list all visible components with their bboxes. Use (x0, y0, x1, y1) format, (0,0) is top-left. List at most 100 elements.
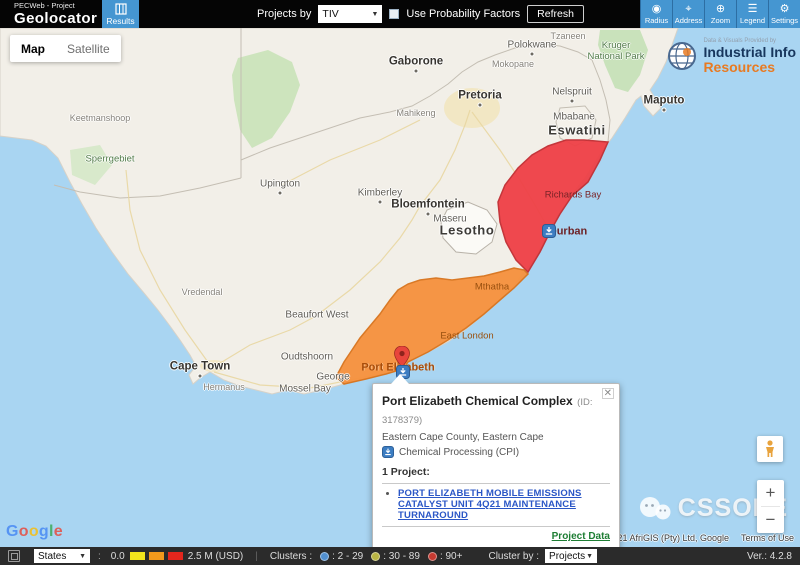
roads (125, 109, 549, 389)
map-attribution: Map data ©2021 AfriGIS (Pty) Ltd, Google… (561, 533, 794, 543)
legend-button[interactable]: ☰ Legend (736, 0, 768, 28)
map-type-satellite[interactable]: Satellite (67, 41, 110, 56)
brand-line1: PECWeb - Project (14, 1, 75, 11)
address-button-label: Address (674, 15, 703, 25)
city-dot (277, 190, 283, 196)
city-dot (477, 102, 483, 108)
results-button[interactable]: Results (102, 0, 139, 28)
urban-area (444, 88, 500, 128)
zoom-in-button[interactable]: + (765, 483, 776, 502)
sperrgebiet-park (70, 145, 112, 185)
scale-swatch (167, 552, 183, 560)
scale-swatch (129, 552, 145, 560)
cluster-icon (320, 551, 330, 561)
refresh-button[interactable]: Refresh (527, 5, 584, 23)
settings-button[interactable]: ⚙ Settings (768, 0, 800, 28)
cluster-legend-item: : 30 - 89 (371, 551, 420, 562)
landmass (0, 28, 679, 395)
region-eastern-cape[interactable] (335, 267, 530, 385)
close-icon[interactable]: ✕ (601, 388, 614, 399)
top-bar: PECWeb - Project Geolocator Results Proj… (0, 0, 800, 28)
project-list-item: PORT ELIZABETH MOBILE EMISSIONS CATALYST… (398, 488, 610, 521)
pegman-control[interactable] (757, 436, 783, 462)
map-type-map[interactable]: Map (21, 41, 45, 56)
pegman-icon (766, 440, 774, 457)
iir-logo: Data & Visuals Provided by Industrial In… (666, 38, 796, 74)
results-grid-icon (114, 2, 127, 15)
kruger-park (598, 30, 648, 92)
probability-label: Use Probability Factors (406, 8, 521, 20)
country-border (53, 177, 242, 199)
popup-location: Eastern Cape County, Eastern Cape (382, 432, 544, 443)
facility-marker-durban[interactable] (542, 224, 556, 243)
address-marker-icon: ⌖ (685, 2, 692, 15)
projects-by-label: Projects by (257, 8, 312, 20)
popup-projects-heading: 1 Project: (382, 466, 430, 478)
cluster-legend-item: : 2 - 29 (320, 551, 363, 562)
divider: | (255, 550, 258, 562)
radius-button-label: Radius (644, 15, 669, 25)
chevron-down-icon: ▼ (371, 10, 379, 18)
region-kwazulu-natal[interactable] (497, 139, 610, 274)
radius-button[interactable]: ◉ Radius (640, 0, 672, 28)
city-dot (377, 199, 383, 205)
urban-area (200, 360, 228, 372)
cluster-by-select[interactable]: Projects ▼ (545, 549, 598, 563)
city-dot (569, 98, 575, 104)
facility-info-popup: ✕ Port Elizabeth Chemical Complex (ID: 3… (372, 374, 620, 547)
popup-tail (391, 374, 409, 384)
project-data-link[interactable]: Project Data (551, 531, 610, 542)
separator: : (98, 550, 101, 562)
zoom-button[interactable]: ⊕ Zoom (704, 0, 736, 28)
version-label: Ver.: 4.2.8 (746, 550, 792, 562)
city-dot (425, 211, 431, 217)
projects-by-select[interactable]: TIV ▼ (318, 5, 383, 23)
bottom-bar: States ▼ : 0.0 2.5 M (USD) | Clusters : … (0, 547, 800, 565)
scale-max: 2.5 M (USD) (187, 550, 244, 562)
address-button[interactable]: ⌖ Address (672, 0, 704, 28)
topbar-nav-buttons: ◉ Radius ⌖ Address ⊕ Zoom ☰ Legend ⚙ Settings (640, 0, 800, 28)
states-select[interactable]: States ▼ (34, 549, 90, 563)
app-logo: PECWeb - Project Geolocator (0, 1, 97, 26)
popup-title: Port Elizabeth Chemical Complex (382, 394, 573, 408)
iir-line1: Industrial Info (703, 44, 796, 60)
probability-checkbox[interactable] (389, 9, 400, 19)
zoom-out-button[interactable]: − (765, 510, 776, 529)
projects-by-value: TIV (322, 8, 339, 20)
popup-facility-id: (ID: 3178379) (382, 397, 593, 426)
cluster-icon (427, 551, 437, 561)
cluster-range: : 2 - 29 (332, 550, 364, 562)
settings-button-label: Settings (770, 15, 799, 25)
lesotho-enclave (440, 201, 498, 255)
chemical-processing-icon (382, 446, 394, 458)
scale-swatches (129, 552, 183, 560)
results-label: Results (106, 15, 135, 26)
city-dot (661, 107, 667, 113)
scale-min: 0.0 (110, 550, 125, 562)
iir-tagline: Data & Visuals Provided by (703, 38, 777, 44)
chat-bubbles-icon (639, 496, 671, 519)
map-geography (0, 28, 679, 395)
chevron-down-icon: ▼ (79, 552, 86, 560)
clusters-label: Clusters : (269, 550, 313, 562)
country-border (240, 43, 593, 161)
project-link[interactable]: PORT ELIZABETH MOBILE EMISSIONS CATALYST… (398, 488, 582, 521)
cluster-by-label: Cluster by : (488, 550, 540, 562)
states-value: States (38, 550, 67, 562)
zoom-control: + − (757, 480, 784, 533)
iir-globe-icon (668, 42, 697, 70)
country-border (591, 59, 611, 143)
legend-button-label: Legend (739, 15, 766, 25)
map-type-control: Map Satellite (10, 35, 121, 62)
scale-swatch (148, 552, 164, 560)
terms-of-use-link[interactable]: Terms of Use (740, 533, 794, 543)
google-logo: Google (6, 523, 63, 540)
city-dot (413, 68, 419, 74)
panel-toggle-icon[interactable] (8, 550, 20, 562)
iir-line2: Resources (703, 59, 776, 75)
kgalagadi-park (232, 50, 300, 148)
zoom-button-label: Zoom (710, 15, 731, 25)
map-canvas[interactable]: Polokwane Tzaneen Kruger National Park Gabo… (0, 28, 800, 547)
attribution-text: Map data ©2021 AfriGIS (Pty) Ltd, Google (560, 533, 729, 543)
